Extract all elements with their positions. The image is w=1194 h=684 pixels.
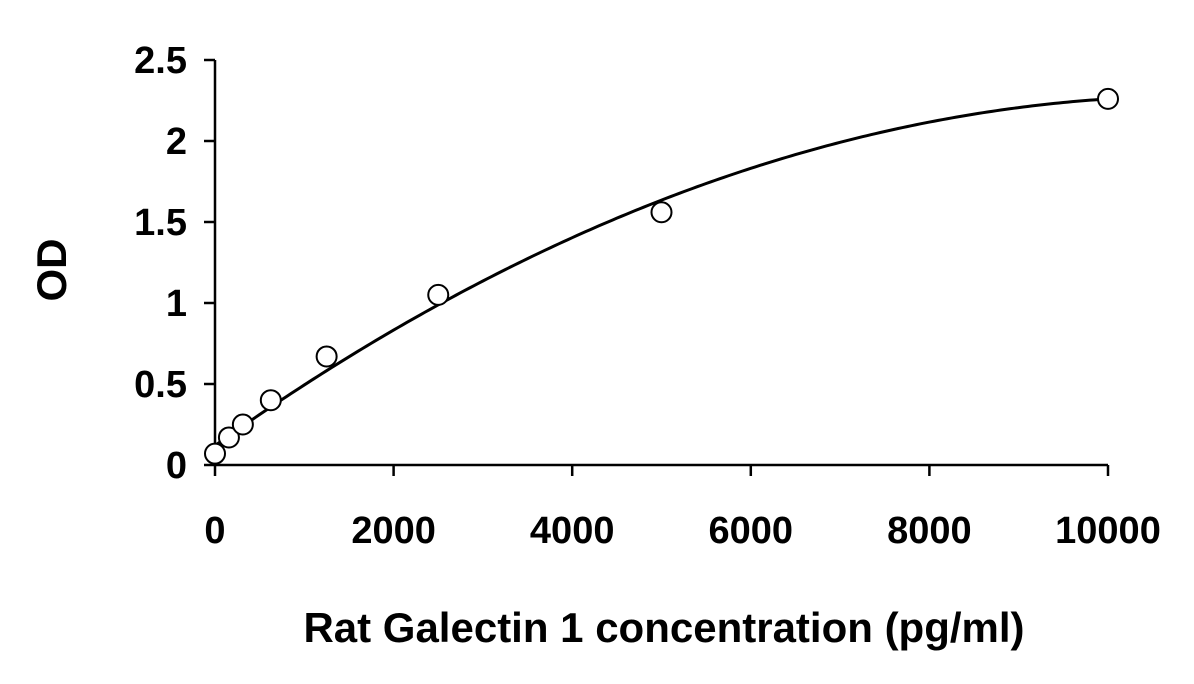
x-tick-label: 10000 (1055, 510, 1161, 552)
y-tick-label: 2 (166, 121, 187, 163)
tick-labels-layer: 0 0.5 1 1.5 2 2.5 0 2000 4000 6000 8000 10000 (134, 40, 1161, 552)
x-axis-title: Rat Galectin 1 concentration (pg/ml) (303, 604, 1024, 651)
x-tick-label: 4000 (530, 510, 615, 552)
data-point (427, 283, 450, 306)
axes (204, 58, 1110, 476)
data-point (1097, 87, 1119, 110)
y-tick-label: 1.5 (134, 202, 187, 244)
fit-curve-layer (214, 97, 1109, 447)
y-tick-label: 1 (166, 283, 187, 325)
fit-curve-line (214, 97, 1109, 447)
x-tick-label: 2000 (351, 510, 436, 552)
y-axis-title: OD (28, 239, 75, 302)
data-points-layer (204, 87, 1119, 465)
x-tick-label: 8000 (887, 510, 972, 552)
data-point (217, 426, 240, 449)
data-point (231, 413, 254, 436)
y-tick-label: 0 (166, 445, 187, 487)
data-point (650, 201, 673, 224)
data-point (259, 389, 282, 412)
y-tick-label: 0.5 (134, 364, 187, 406)
y-tick-label: 2.5 (134, 40, 187, 82)
x-tick-label: 6000 (709, 510, 794, 552)
data-point (204, 442, 226, 465)
x-tick-label: 0 (204, 510, 225, 552)
data-point (315, 345, 338, 368)
